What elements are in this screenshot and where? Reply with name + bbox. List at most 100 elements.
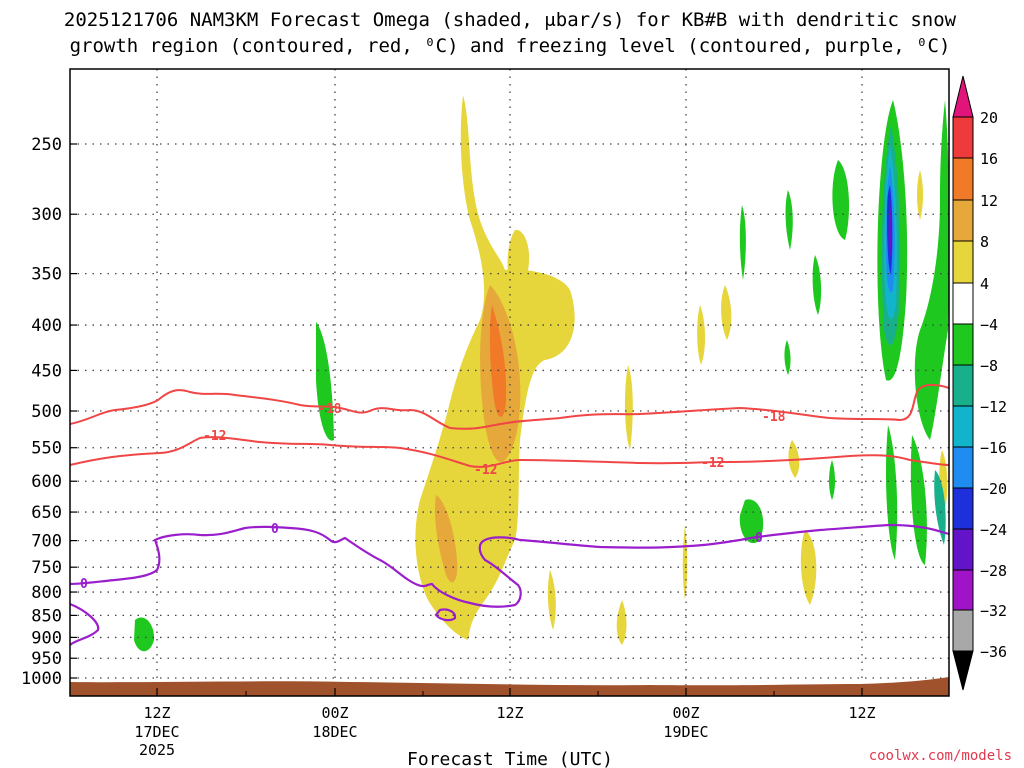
omega-descent-cell xyxy=(784,340,791,375)
colorbar-label: −24 xyxy=(980,521,1007,539)
time-tick-label: 12Z xyxy=(496,704,523,722)
pressure-tick-label: 900 xyxy=(31,628,62,648)
pressure-tick-label: 1000 xyxy=(21,669,62,689)
pressure-tick-label: 800 xyxy=(31,583,62,603)
colorbar-swatch xyxy=(952,487,974,530)
omega-descent-cell xyxy=(829,460,835,500)
colorbar-swatch xyxy=(952,282,974,325)
omega-cell xyxy=(616,600,627,645)
omega-descent-cell xyxy=(934,470,946,545)
omega-colorbar: 20 16 12 8 4 −4 −8 −12 −16 −20 −24 −28 −32 −36 xyxy=(952,75,1007,691)
pressure-tick-label: 700 xyxy=(31,532,62,552)
pressure-tick-label: 600 xyxy=(31,472,62,492)
time-tick-year: 2025 xyxy=(139,741,175,759)
time-tick-label: 00Z xyxy=(321,704,348,722)
dgz-label-minus12: -12 xyxy=(474,463,497,478)
omega-descent-cell xyxy=(832,160,850,240)
pressure-tick-label: 450 xyxy=(31,361,62,381)
omega-cell xyxy=(697,305,706,365)
omega-cell xyxy=(624,365,633,450)
terrain-surface xyxy=(70,677,949,696)
colorbar-label: −16 xyxy=(980,439,1007,457)
dgz-label-minus18: -18 xyxy=(762,410,786,425)
colorbar-label: −32 xyxy=(980,602,1007,620)
omega-descent-cell xyxy=(812,255,822,315)
pressure-tick-label: 300 xyxy=(31,205,62,225)
dgz-contour-minus18 xyxy=(69,383,950,430)
colorbar-swatch xyxy=(952,446,974,489)
chart-title-line2: growth region (contoured, red, ⁰C) and f… xyxy=(70,35,951,57)
pressure-tick-label: 850 xyxy=(31,606,62,626)
omega-descent-cell xyxy=(739,205,746,280)
freezing-label-0: 0 xyxy=(271,522,279,537)
colorbar-label: −28 xyxy=(980,562,1007,580)
colorbar-swatch xyxy=(952,116,974,159)
colorbar-label: −20 xyxy=(980,480,1007,498)
omega-descent-cell xyxy=(134,617,155,652)
omega-descent-cell xyxy=(885,425,898,560)
omega-descent-cell xyxy=(910,435,927,565)
omega-cell xyxy=(682,525,688,600)
colorbar-label: −8 xyxy=(980,357,998,375)
omega-descent-cell xyxy=(914,100,950,440)
pressure-tick-label: 750 xyxy=(31,558,62,578)
pressure-tick-label: 350 xyxy=(31,265,62,285)
omega-shading xyxy=(134,95,950,652)
omega-area-12-16 xyxy=(489,305,507,417)
time-tick-label: 00Z xyxy=(672,704,699,722)
pressure-tick-label: 950 xyxy=(31,649,62,669)
pressure-tick-label: 500 xyxy=(31,402,62,422)
chart-title-line1: 2025121706 NAM3KM Forecast Omega (shaded… xyxy=(64,9,957,31)
freezing-label-0: 0 xyxy=(755,531,763,546)
omega-area-8-12-low xyxy=(434,495,458,583)
omega-descent-cell xyxy=(739,499,764,544)
colorbar-arrow-bottom xyxy=(952,650,974,691)
colorbar-swatch xyxy=(952,364,974,407)
time-tick-label: 12Z xyxy=(143,704,170,722)
colorbar-swatch xyxy=(952,157,974,201)
dgz-label-minus12: -12 xyxy=(203,429,226,444)
omega-descent-cell xyxy=(785,190,793,250)
colorbar-label: −12 xyxy=(980,398,1007,416)
colorbar-label: 8 xyxy=(980,233,989,251)
colorbar-swatch xyxy=(952,323,974,366)
colorbar-label: −4 xyxy=(980,316,998,334)
omega-cell xyxy=(721,285,732,340)
omega-descent-cell xyxy=(316,322,334,441)
colorbar-swatch xyxy=(952,240,974,284)
time-tick-date: 17DEC xyxy=(134,723,179,741)
dgz-label-minus18: -18 xyxy=(318,402,342,417)
omega-cell xyxy=(547,570,556,630)
x-axis-title: Forecast Time (UTC) xyxy=(407,749,613,768)
omega-area-4-8-upper xyxy=(507,229,530,293)
freezing-contour-0 xyxy=(69,523,950,608)
colorbar-swatch xyxy=(952,569,974,611)
omega-cell xyxy=(800,530,817,605)
colorbar-arrow-top xyxy=(952,75,974,118)
freezing-contour-0-small xyxy=(434,608,457,622)
colorbar-label: −36 xyxy=(980,643,1007,661)
dgz-label-minus12: -12 xyxy=(701,456,724,471)
omega-strong-descent xyxy=(888,200,892,260)
pressure-tick-label: 400 xyxy=(31,316,62,336)
colorbar-label: 20 xyxy=(980,109,998,127)
freezing-label-0: 0 xyxy=(80,577,88,592)
colorbar-label: 16 xyxy=(980,150,998,168)
pressure-tick-label: 550 xyxy=(31,439,62,459)
colorbar-swatch xyxy=(952,609,974,652)
freezing-level-contours xyxy=(69,523,950,646)
colorbar-label: 4 xyxy=(980,275,989,293)
pressure-tick-label: 250 xyxy=(31,135,62,155)
time-tick-date: 19DEC xyxy=(663,723,708,741)
pressure-tick-label: 650 xyxy=(31,503,62,523)
time-tick-label: 12Z xyxy=(848,704,875,722)
omega-cell xyxy=(917,170,923,220)
dgz-contour-minus12 xyxy=(69,436,950,468)
freezing-contour-0-loop xyxy=(69,602,100,646)
dgz-contours xyxy=(69,383,950,468)
time-tick-date: 18DEC xyxy=(312,723,357,741)
pressure-axis: 2503003504004505005506006507007508008509… xyxy=(21,135,77,689)
colorbar-swatch xyxy=(952,405,974,448)
